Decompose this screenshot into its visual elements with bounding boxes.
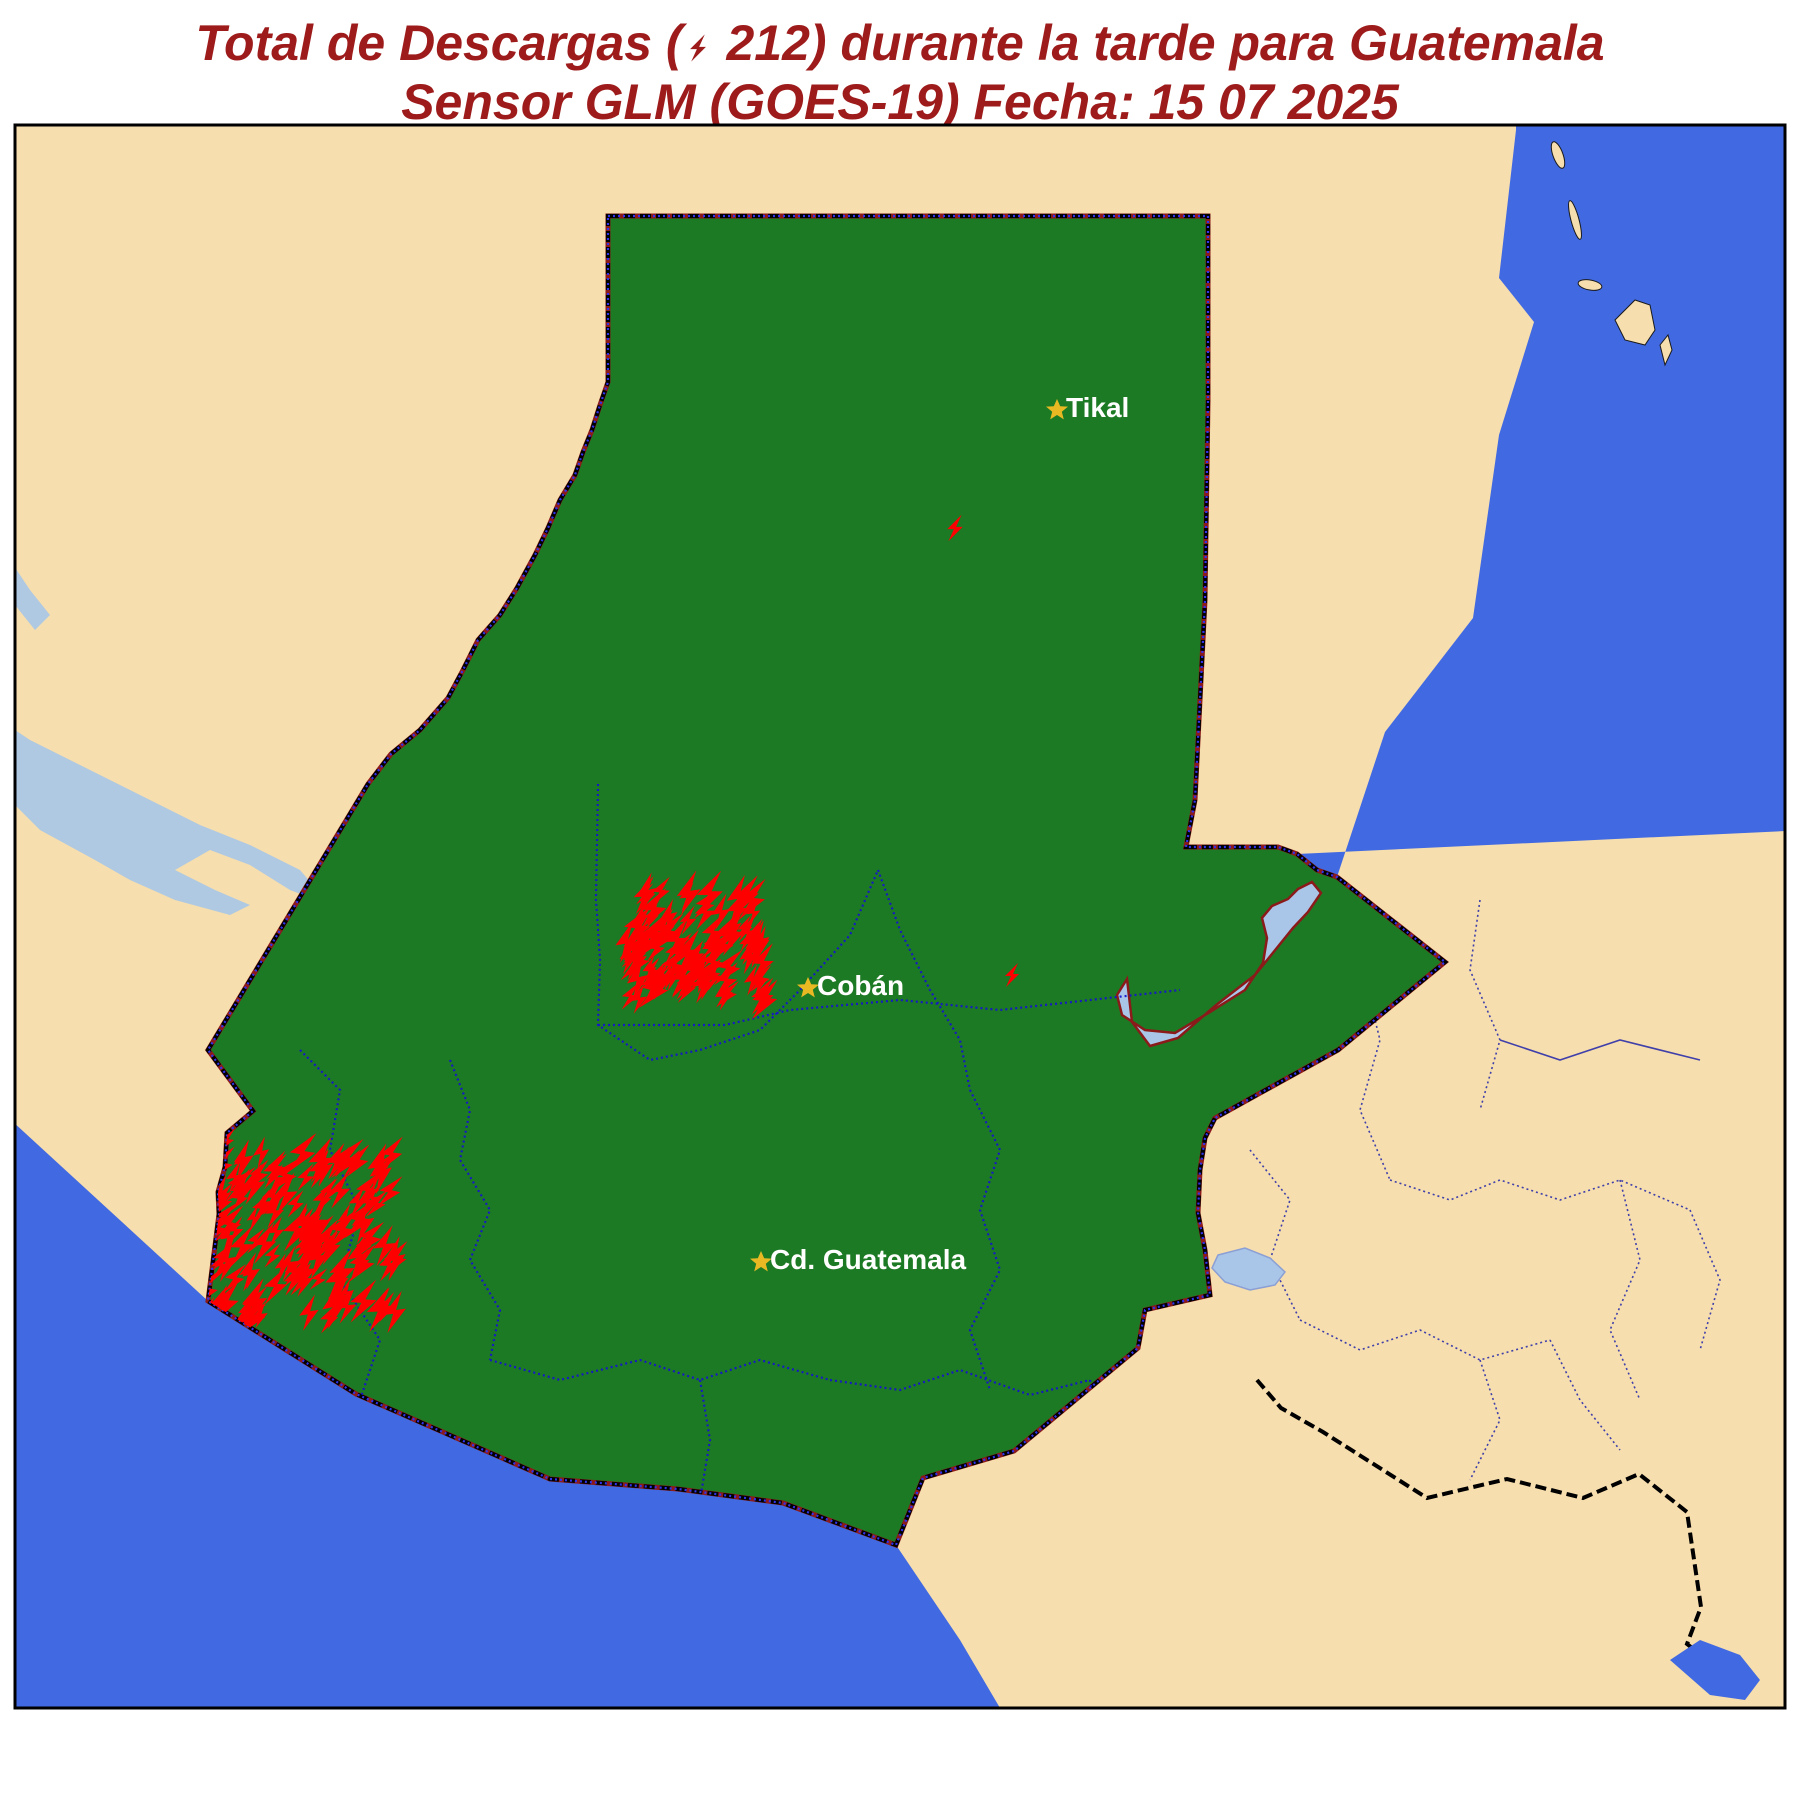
svg-text:Cd. Guatemala: Cd. Guatemala [770, 1244, 966, 1275]
svg-text:Cobán: Cobán [817, 970, 904, 1001]
svg-text:Tikal: Tikal [1066, 392, 1129, 423]
